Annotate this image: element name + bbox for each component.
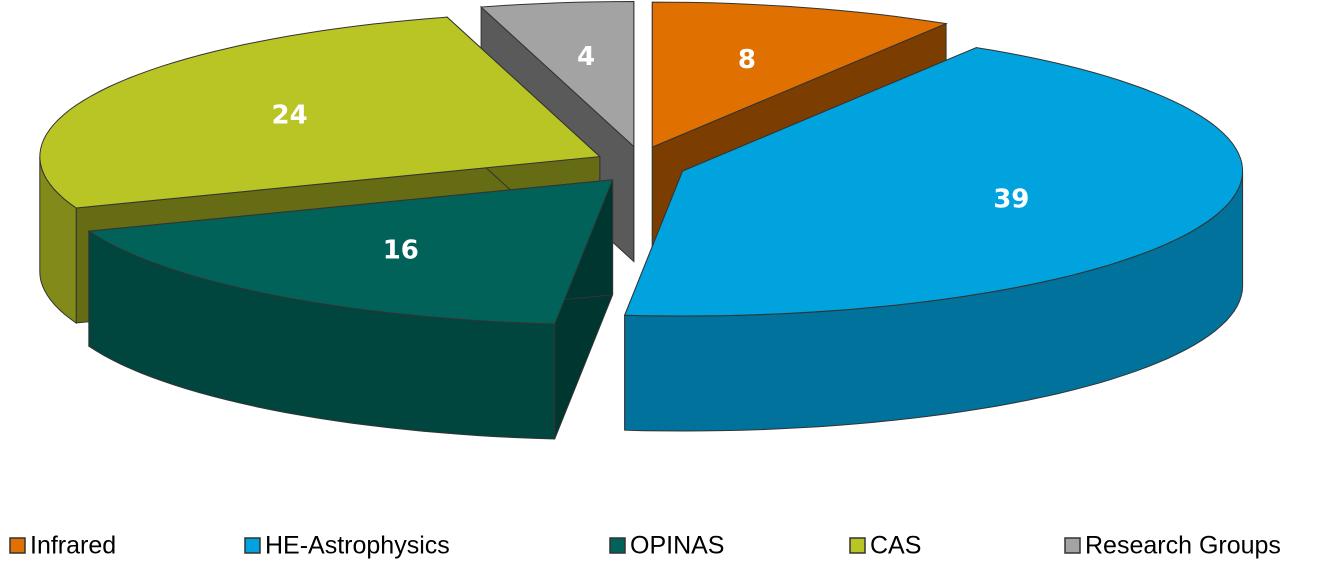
data-label: 24 — [272, 101, 308, 131]
slice-top — [87, 179, 614, 325]
legend-label: Infrared — [30, 532, 116, 560]
data-label: 39 — [993, 184, 1029, 214]
data-label: 16 — [383, 236, 419, 266]
slice: 39 — [623, 46, 1244, 432]
legend-label: OPINAS — [630, 532, 724, 560]
legend-label: HE-Astrophysics — [265, 532, 450, 560]
legend-swatch — [609, 537, 626, 554]
legend-swatch — [1064, 537, 1081, 554]
legend-swatch — [9, 537, 26, 554]
legend-label: CAS — [870, 532, 921, 560]
legend-swatch — [244, 537, 261, 554]
slice-top — [479, 0, 635, 148]
slice: 16 — [87, 179, 614, 440]
slice-top — [651, 1, 948, 148]
data-label: 8 — [738, 45, 756, 75]
legend-swatch — [849, 537, 866, 554]
slice-top — [623, 47, 1243, 317]
data-label: 4 — [577, 42, 595, 72]
legend-label: Research Groups — [1085, 532, 1281, 560]
slice-top — [39, 16, 601, 209]
